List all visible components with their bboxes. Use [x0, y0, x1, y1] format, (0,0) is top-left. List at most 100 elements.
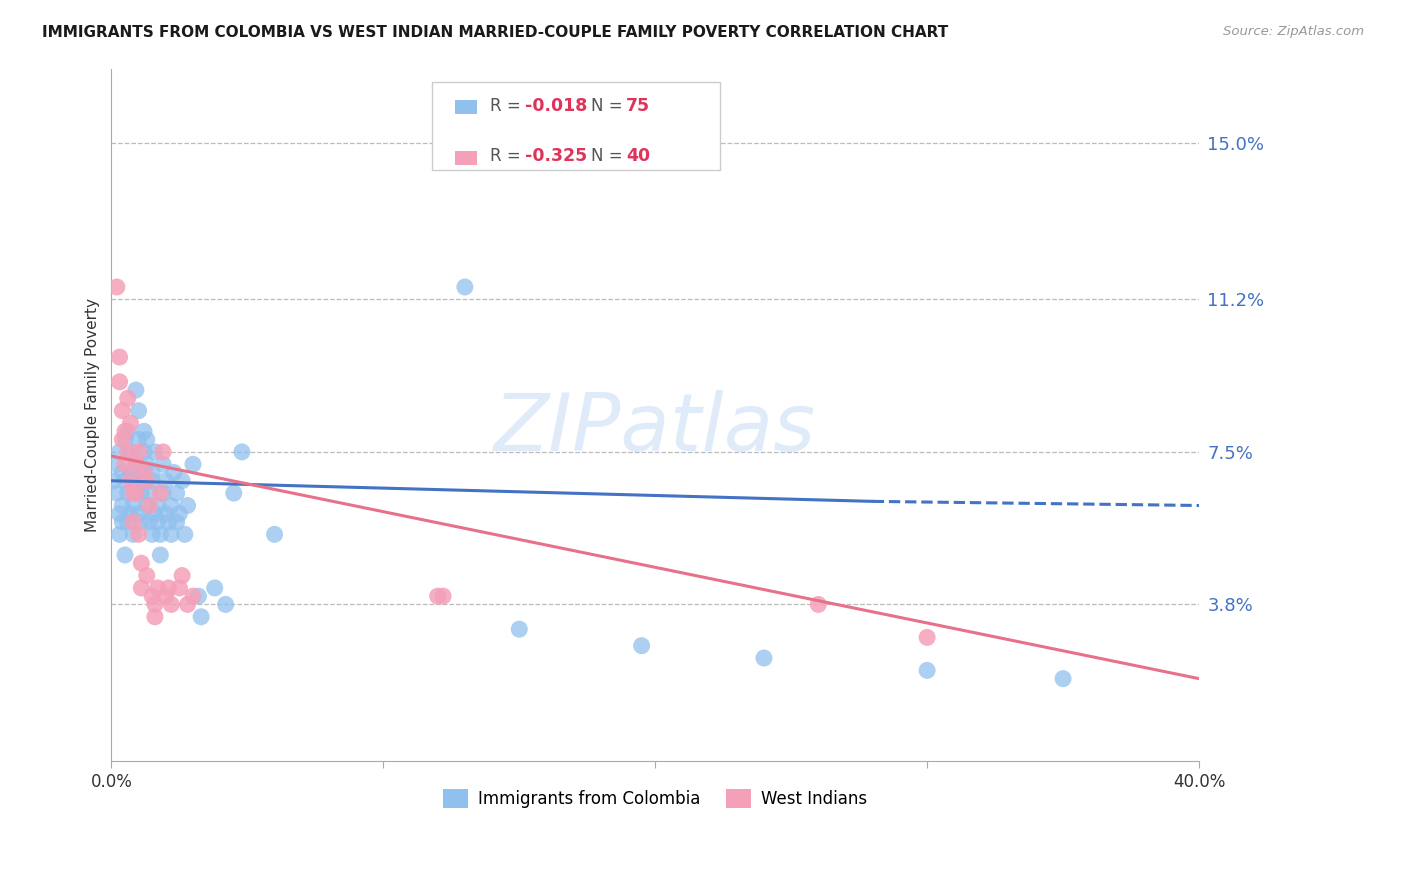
Point: [120, 474, 142, 488]
Point: [181, 589, 204, 603]
Point: [163, 466, 186, 480]
Point: [143, 609, 166, 624]
Point: [432, 589, 454, 603]
Point: [111, 433, 134, 447]
Point: [149, 527, 172, 541]
Point: [122, 474, 145, 488]
Point: [111, 499, 134, 513]
Point: [426, 589, 449, 603]
Point: [120, 466, 142, 480]
Point: [108, 445, 131, 459]
Point: [105, 280, 128, 294]
Point: [132, 445, 155, 459]
Point: [508, 622, 530, 636]
Point: [160, 527, 183, 541]
Point: [122, 499, 145, 513]
Point: [125, 383, 148, 397]
Point: [117, 486, 139, 500]
Point: [120, 507, 142, 521]
Point: [128, 527, 150, 541]
Point: [131, 466, 153, 480]
Point: [141, 527, 163, 541]
Point: [128, 433, 150, 447]
Point: [143, 445, 166, 459]
Point: [128, 507, 150, 521]
Legend: Immigrants from Colombia, West Indians: Immigrants from Colombia, West Indians: [437, 782, 873, 815]
Point: [915, 631, 938, 645]
Point: [108, 527, 131, 541]
Point: [117, 445, 139, 459]
Point: [172, 568, 194, 582]
Point: [125, 457, 148, 471]
Point: [120, 416, 142, 430]
Point: [132, 425, 155, 439]
Point: [149, 548, 172, 562]
Point: [125, 457, 148, 471]
FancyBboxPatch shape: [456, 151, 477, 165]
Text: N =: N =: [591, 97, 628, 115]
Text: -0.018: -0.018: [524, 97, 588, 115]
Point: [752, 651, 775, 665]
Point: [111, 515, 134, 529]
Point: [135, 433, 157, 447]
Point: [122, 515, 145, 529]
Text: ZIPatlas: ZIPatlas: [494, 390, 817, 467]
Text: R =: R =: [489, 147, 526, 165]
Text: 40: 40: [626, 147, 650, 165]
Text: -0.325: -0.325: [524, 147, 586, 165]
Point: [132, 466, 155, 480]
Text: 75: 75: [626, 97, 650, 115]
Point: [135, 457, 157, 471]
Point: [157, 581, 180, 595]
Point: [1052, 672, 1074, 686]
Text: Source: ZipAtlas.com: Source: ZipAtlas.com: [1223, 25, 1364, 38]
Point: [114, 548, 136, 562]
Point: [146, 499, 169, 513]
Point: [135, 499, 157, 513]
Point: [166, 515, 188, 529]
FancyBboxPatch shape: [432, 82, 720, 170]
Point: [141, 466, 163, 480]
Point: [152, 486, 174, 500]
Point: [108, 507, 131, 521]
Point: [173, 527, 195, 541]
Point: [187, 589, 209, 603]
Point: [143, 507, 166, 521]
Point: [103, 474, 125, 488]
Point: [125, 486, 148, 500]
Point: [454, 280, 477, 294]
Point: [122, 527, 145, 541]
Point: [131, 556, 153, 570]
Point: [135, 474, 157, 488]
Point: [263, 527, 285, 541]
Point: [172, 474, 194, 488]
Point: [131, 581, 153, 595]
Point: [105, 457, 128, 471]
Point: [807, 598, 830, 612]
Point: [190, 609, 212, 624]
Point: [155, 589, 177, 603]
Point: [166, 486, 188, 500]
Point: [141, 589, 163, 603]
Point: [160, 499, 183, 513]
Point: [114, 433, 136, 447]
Text: N =: N =: [591, 147, 628, 165]
Point: [222, 486, 245, 500]
Point: [204, 581, 226, 595]
Point: [214, 598, 236, 612]
Point: [128, 445, 150, 459]
Y-axis label: Married-Couple Family Poverty: Married-Couple Family Poverty: [86, 298, 100, 532]
Point: [157, 515, 180, 529]
Point: [176, 499, 198, 513]
Text: IMMIGRANTS FROM COLOMBIA VS WEST INDIAN MARRIED-COUPLE FAMILY POVERTY CORRELATIO: IMMIGRANTS FROM COLOMBIA VS WEST INDIAN …: [42, 25, 949, 40]
Point: [141, 474, 163, 488]
Point: [152, 445, 174, 459]
Point: [138, 499, 160, 513]
Point: [135, 568, 157, 582]
Point: [169, 507, 191, 521]
Point: [122, 486, 145, 500]
Point: [146, 581, 169, 595]
Point: [138, 515, 160, 529]
Point: [131, 515, 153, 529]
Point: [128, 403, 150, 417]
